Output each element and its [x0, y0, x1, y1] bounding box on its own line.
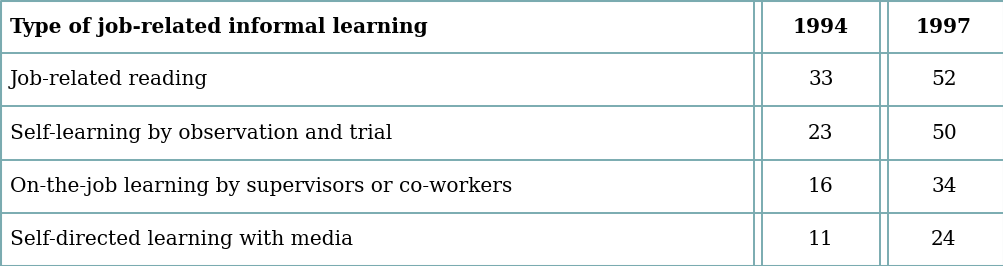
Bar — [883, 53, 1003, 106]
Bar — [757, 0, 883, 53]
Text: 1997: 1997 — [915, 16, 971, 37]
Bar — [757, 106, 883, 160]
Text: 1994: 1994 — [792, 16, 848, 37]
Bar — [883, 0, 1003, 53]
Text: 33: 33 — [807, 70, 832, 89]
Bar — [0, 213, 757, 266]
Text: 16: 16 — [807, 177, 832, 196]
Text: Type of job-related informal learning: Type of job-related informal learning — [10, 16, 427, 37]
Bar — [883, 213, 1003, 266]
Text: 34: 34 — [930, 177, 956, 196]
Text: Self-directed learning with media: Self-directed learning with media — [10, 230, 353, 249]
Text: Self-learning by observation and trial: Self-learning by observation and trial — [10, 123, 392, 143]
Text: On-the-job learning by supervisors or co-workers: On-the-job learning by supervisors or co… — [10, 177, 512, 196]
Text: 24: 24 — [930, 230, 956, 249]
Bar — [757, 160, 883, 213]
Bar — [0, 160, 757, 213]
Bar — [757, 213, 883, 266]
Bar — [883, 106, 1003, 160]
Text: 50: 50 — [930, 123, 956, 143]
Bar — [0, 106, 757, 160]
Bar — [757, 53, 883, 106]
Bar — [883, 160, 1003, 213]
Bar — [0, 53, 757, 106]
Text: 23: 23 — [807, 123, 832, 143]
Text: 11: 11 — [807, 230, 832, 249]
Text: Job-related reading: Job-related reading — [10, 70, 208, 89]
Bar — [0, 0, 757, 53]
Text: 52: 52 — [930, 70, 956, 89]
